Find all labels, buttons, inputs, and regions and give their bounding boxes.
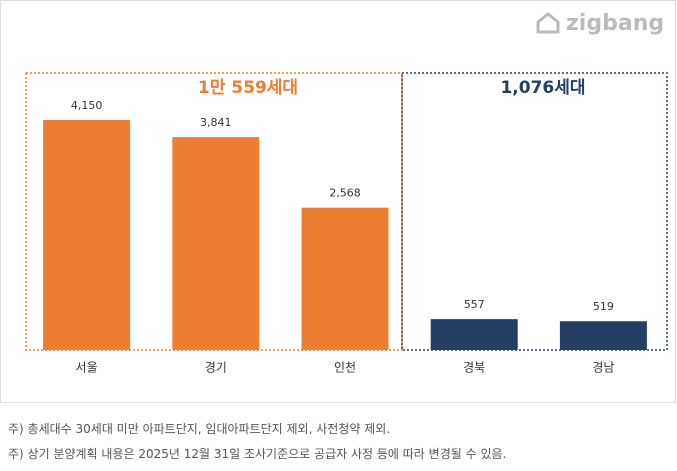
x-tick-label: 경남 [592, 361, 614, 375]
x-tick-label: 경북 [463, 361, 485, 375]
value-label: 557 [464, 298, 485, 311]
bar [172, 137, 260, 350]
chart: zigbang 1만 559세대 1,076세대 4,150 서울 3,841 경기 2… [0, 0, 676, 403]
logo-icon [536, 12, 560, 34]
value-label: 3,841 [200, 116, 232, 129]
group-box [401, 72, 668, 351]
bar [43, 120, 131, 350]
value-label: 4,150 [71, 99, 103, 112]
footnote: 주) 총세대수 30세대 미만 아파트단지, 임대아파트단지 제외, 사전청약 … [8, 422, 391, 436]
value-label: 2,568 [329, 187, 361, 200]
value-label: 519 [593, 300, 614, 313]
x-tick-label: 인천 [334, 360, 356, 375]
bar [301, 207, 389, 350]
logo: zigbang [566, 11, 664, 36]
group-label: 1만 559세대 [198, 78, 298, 98]
bar [430, 319, 518, 350]
x-tick-label: 경기 [205, 361, 227, 375]
bar [559, 321, 647, 350]
group-label: 1,076세대 [500, 78, 585, 98]
footnote: 주) 상기 분양계획 내용은 2025년 12월 31일 조사기준으로 공급자 … [8, 447, 507, 461]
x-tick-label: 서울 [76, 361, 98, 375]
